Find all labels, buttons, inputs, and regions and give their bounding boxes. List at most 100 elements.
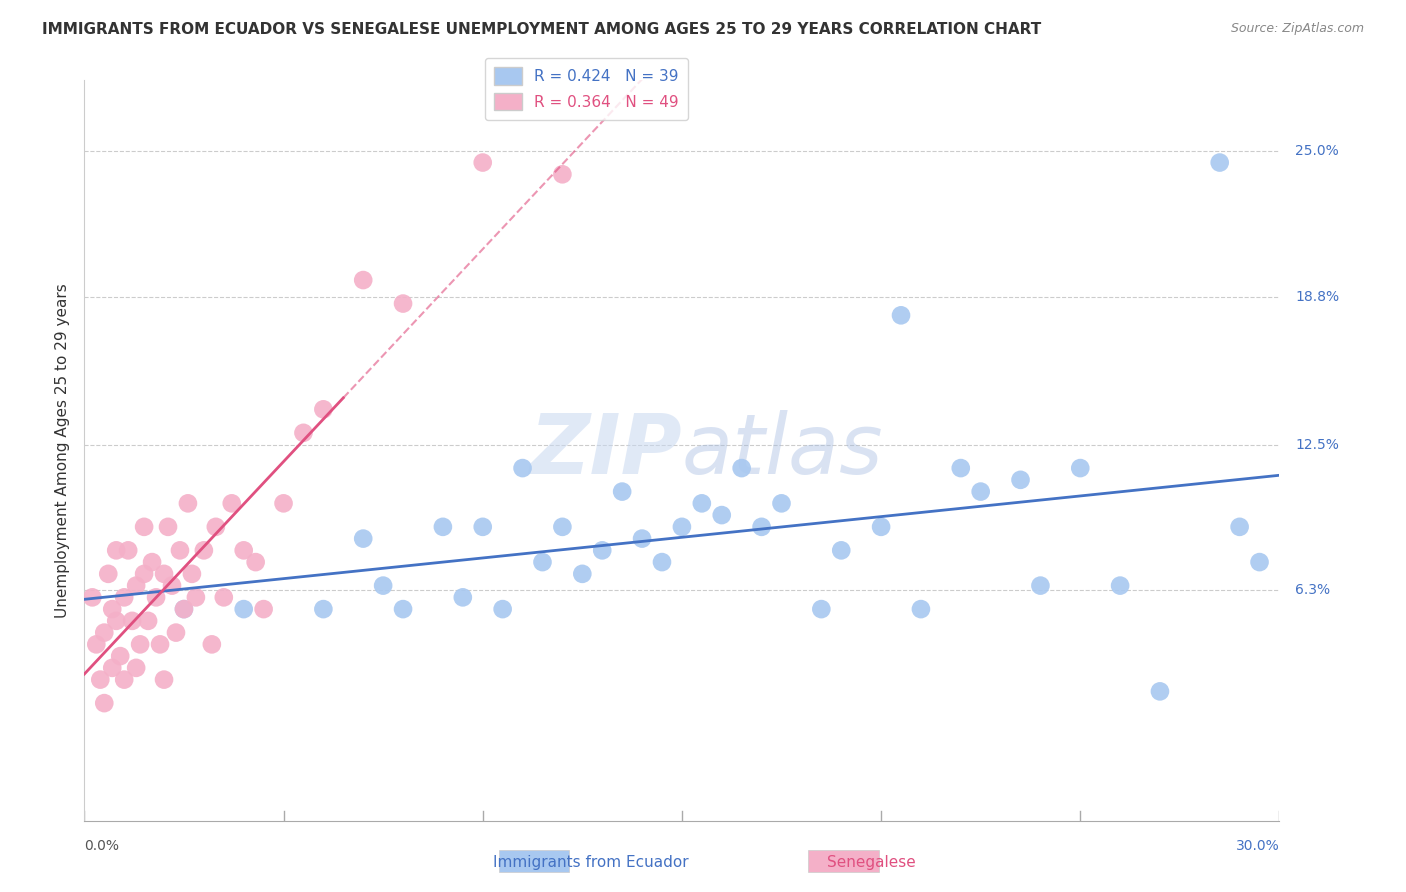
Text: 18.8%: 18.8% — [1295, 290, 1340, 303]
Point — [93, 625, 115, 640]
Point — [105, 614, 128, 628]
Point — [184, 591, 207, 605]
Point — [671, 520, 693, 534]
Legend: R = 0.424   N = 39, R = 0.364   N = 49: R = 0.424 N = 39, R = 0.364 N = 49 — [485, 58, 688, 120]
Point — [221, 496, 243, 510]
Point — [101, 661, 124, 675]
Point — [132, 520, 156, 534]
Point — [471, 155, 494, 169]
Text: ZIP: ZIP — [529, 410, 682, 491]
Point — [82, 591, 104, 605]
Text: Immigrants from Ecuador: Immigrants from Ecuador — [492, 855, 689, 870]
Point — [181, 566, 204, 581]
Point — [373, 579, 395, 593]
Point — [512, 461, 534, 475]
Point — [770, 496, 793, 510]
Text: Source: ZipAtlas.com: Source: ZipAtlas.com — [1230, 22, 1364, 36]
Point — [1209, 155, 1232, 169]
Point — [830, 543, 852, 558]
Point — [160, 579, 183, 593]
Point — [245, 555, 267, 569]
Point — [205, 520, 228, 534]
Point — [193, 543, 215, 558]
Point — [292, 425, 315, 440]
Point — [173, 602, 195, 616]
Text: atlas: atlas — [682, 410, 883, 491]
Point — [432, 520, 454, 534]
Point — [169, 543, 191, 558]
Point — [232, 602, 254, 616]
Point — [392, 296, 415, 310]
Point — [910, 602, 932, 616]
Text: 25.0%: 25.0% — [1295, 144, 1339, 158]
Point — [531, 555, 554, 569]
Point — [86, 637, 108, 651]
Point — [451, 591, 474, 605]
Text: 0.0%: 0.0% — [84, 839, 120, 854]
Point — [93, 696, 115, 710]
Point — [101, 602, 124, 616]
Point — [352, 273, 374, 287]
Point — [312, 602, 335, 616]
Point — [612, 484, 634, 499]
Point — [1149, 684, 1171, 698]
Point — [149, 637, 172, 651]
Point — [145, 591, 167, 605]
Point — [112, 673, 135, 687]
Point — [551, 167, 574, 181]
Point — [690, 496, 713, 510]
Point — [890, 308, 912, 322]
Point — [970, 484, 993, 499]
Point — [870, 520, 893, 534]
Text: 30.0%: 30.0% — [1236, 839, 1279, 854]
Point — [471, 520, 494, 534]
Point — [112, 591, 135, 605]
Point — [710, 508, 733, 522]
Point — [173, 602, 195, 616]
Point — [392, 602, 415, 616]
Point — [129, 637, 152, 651]
Point — [810, 602, 832, 616]
Point — [125, 661, 148, 675]
Point — [105, 543, 128, 558]
Point — [89, 673, 111, 687]
Text: 12.5%: 12.5% — [1295, 438, 1340, 451]
Point — [97, 566, 120, 581]
Point — [949, 461, 972, 475]
Point — [153, 566, 176, 581]
Point — [1249, 555, 1271, 569]
Point — [1229, 520, 1251, 534]
Point — [1069, 461, 1091, 475]
Point — [212, 591, 235, 605]
Point — [571, 566, 593, 581]
Point — [1029, 579, 1052, 593]
Point — [117, 543, 139, 558]
Point — [551, 520, 574, 534]
Point — [253, 602, 276, 616]
Point — [201, 637, 224, 651]
Point — [492, 602, 515, 616]
Point — [165, 625, 187, 640]
Text: 6.3%: 6.3% — [1295, 583, 1330, 598]
Point — [232, 543, 254, 558]
Point — [110, 649, 132, 664]
Point — [1010, 473, 1032, 487]
Point — [141, 555, 163, 569]
Y-axis label: Unemployment Among Ages 25 to 29 years: Unemployment Among Ages 25 to 29 years — [55, 283, 70, 618]
Point — [751, 520, 773, 534]
Point — [153, 673, 176, 687]
Point — [591, 543, 613, 558]
Point — [731, 461, 754, 475]
Point — [631, 532, 654, 546]
Point — [132, 566, 156, 581]
Point — [136, 614, 159, 628]
Point — [352, 532, 374, 546]
Point — [157, 520, 180, 534]
Point — [121, 614, 143, 628]
Point — [125, 579, 148, 593]
Text: Senegalese: Senegalese — [827, 855, 917, 870]
Point — [177, 496, 200, 510]
Point — [1109, 579, 1132, 593]
Point — [312, 402, 335, 417]
Point — [651, 555, 673, 569]
